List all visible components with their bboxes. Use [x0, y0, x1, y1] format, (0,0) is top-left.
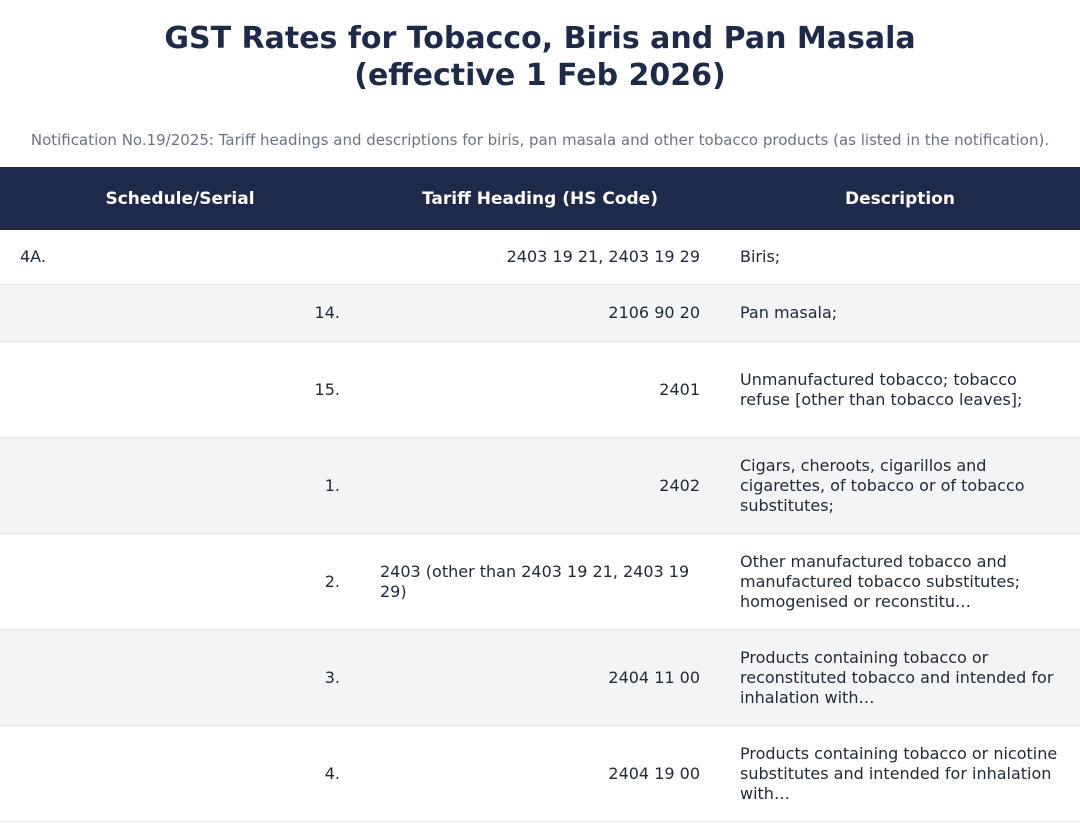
cell-serial: 15. [314, 379, 340, 399]
table-row: 3. 2404 11 00 Products containing tobacc… [0, 630, 1080, 726]
cell-hs-code: 2402 [659, 475, 700, 495]
table-row: 4. 2404 19 00 Products containing tobacc… [0, 726, 1080, 822]
table-header: Schedule/Serial Tariff Heading (HS Code)… [0, 167, 1080, 230]
cell-hs-code: 2106 90 20 [608, 303, 700, 322]
cell-hs-code: 2403 19 21, 2403 19 29 [506, 247, 700, 266]
table-row: 15. 2401 Unmanufactured tobacco; tobacco… [0, 342, 1080, 438]
cell-serial: 4A. [20, 247, 46, 266]
page-title: GST Rates for Tobacco, Biris and Pan Mas… [0, 20, 1080, 94]
cell-serial: 3. [324, 667, 340, 687]
title-line-1: GST Rates for Tobacco, Biris and Pan Mas… [164, 21, 916, 56]
table-row: 1. 2402 Cigars, cheroots, cigarillos and… [0, 438, 1080, 534]
header-schedule-serial: Schedule/Serial [105, 188, 255, 209]
cell-hs-code: 2404 19 00 [608, 763, 700, 783]
cell-description: Other manufactured tobacco and manufactu… [740, 551, 1021, 611]
cell-serial: 1. [324, 475, 340, 495]
cell-description: Cigars, cheroots, cigarillos and cigaret… [740, 455, 1025, 515]
table-row: 2. 2403 (other than 2403 19 21, 2403 19 … [0, 534, 1080, 630]
table-row: 14. 2106 90 20 Pan masala; [0, 285, 1080, 342]
cell-description: Biris; [740, 247, 781, 266]
cell-description: Products containing tobacco or nicotine … [740, 743, 1058, 803]
cell-description: Unmanufactured tobacco; tobacco refuse [… [740, 369, 1023, 409]
header-description: Description [845, 188, 955, 209]
cell-description: Pan masala; [740, 303, 838, 322]
cell-hs-code: 2401 [659, 379, 700, 399]
gst-rates-table: Schedule/Serial Tariff Heading (HS Code)… [0, 167, 1080, 822]
page-subtitle: Notification No.19/2025: Tariff headings… [30, 131, 1050, 149]
cell-description: Products containing tobacco or reconstit… [740, 647, 1054, 707]
title-line-2: (effective 1 Feb 2026) [354, 58, 726, 93]
cell-serial: 2. [324, 571, 340, 591]
table-row: 4A. 2403 19 21, 2403 19 29 Biris; [0, 230, 1080, 285]
cell-hs-code: 2404 11 00 [608, 667, 700, 687]
cell-serial: 14. [314, 303, 340, 322]
cell-serial: 4. [324, 763, 340, 783]
header-tariff-heading: Tariff Heading (HS Code) [422, 188, 658, 209]
cell-hs-code: 2403 (other than 2403 19 21, 2403 19 29) [380, 561, 690, 601]
